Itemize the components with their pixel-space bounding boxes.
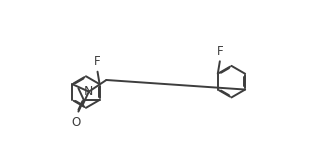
Text: F: F: [216, 45, 223, 58]
Text: F: F: [94, 55, 101, 68]
Text: N: N: [84, 85, 94, 98]
Text: O: O: [72, 116, 81, 129]
